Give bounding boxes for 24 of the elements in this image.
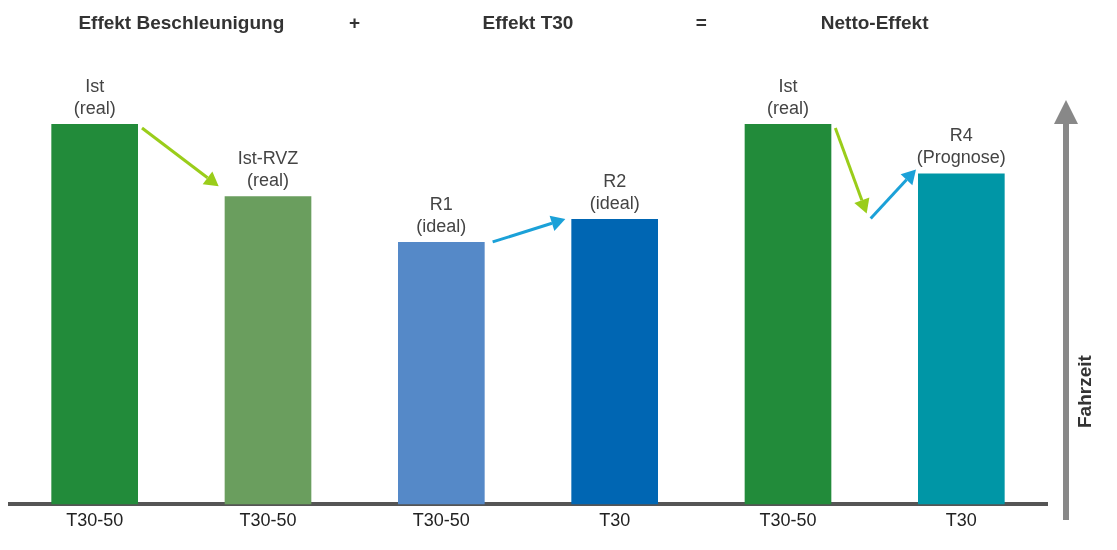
bar [571, 219, 658, 505]
x-tick-label: T30 [945, 510, 977, 531]
annotation: Ist-RVZ (real) [237, 148, 299, 191]
text: Netto-Effekt [819, 12, 930, 34]
y-axis-title: Fahrzeit [1074, 355, 1096, 428]
annotation: R1 (ideal) [416, 193, 467, 236]
x-tick-label: T30 [599, 510, 631, 531]
bar [918, 173, 1005, 505]
x-tick-label: T30-50 [759, 510, 817, 531]
text: + [349, 12, 361, 33]
x-tick-label: T30-50 [239, 510, 297, 531]
text: Effekt T30 [481, 12, 575, 34]
bar [744, 124, 832, 505]
annotation: R4 (Prognose) [916, 125, 1006, 168]
text: Effekt Beschleunigung [77, 12, 286, 34]
x-tick-label: T30-50 [412, 510, 470, 531]
bar [398, 241, 485, 505]
bar [224, 196, 312, 505]
text: Ist (real) [73, 75, 116, 118]
bar [51, 124, 138, 505]
x-tick-label: T30-50 [66, 510, 124, 531]
annotation: R2 (ideal) [589, 171, 640, 214]
text: Ist (real) [766, 75, 810, 118]
text: = [695, 12, 707, 33]
